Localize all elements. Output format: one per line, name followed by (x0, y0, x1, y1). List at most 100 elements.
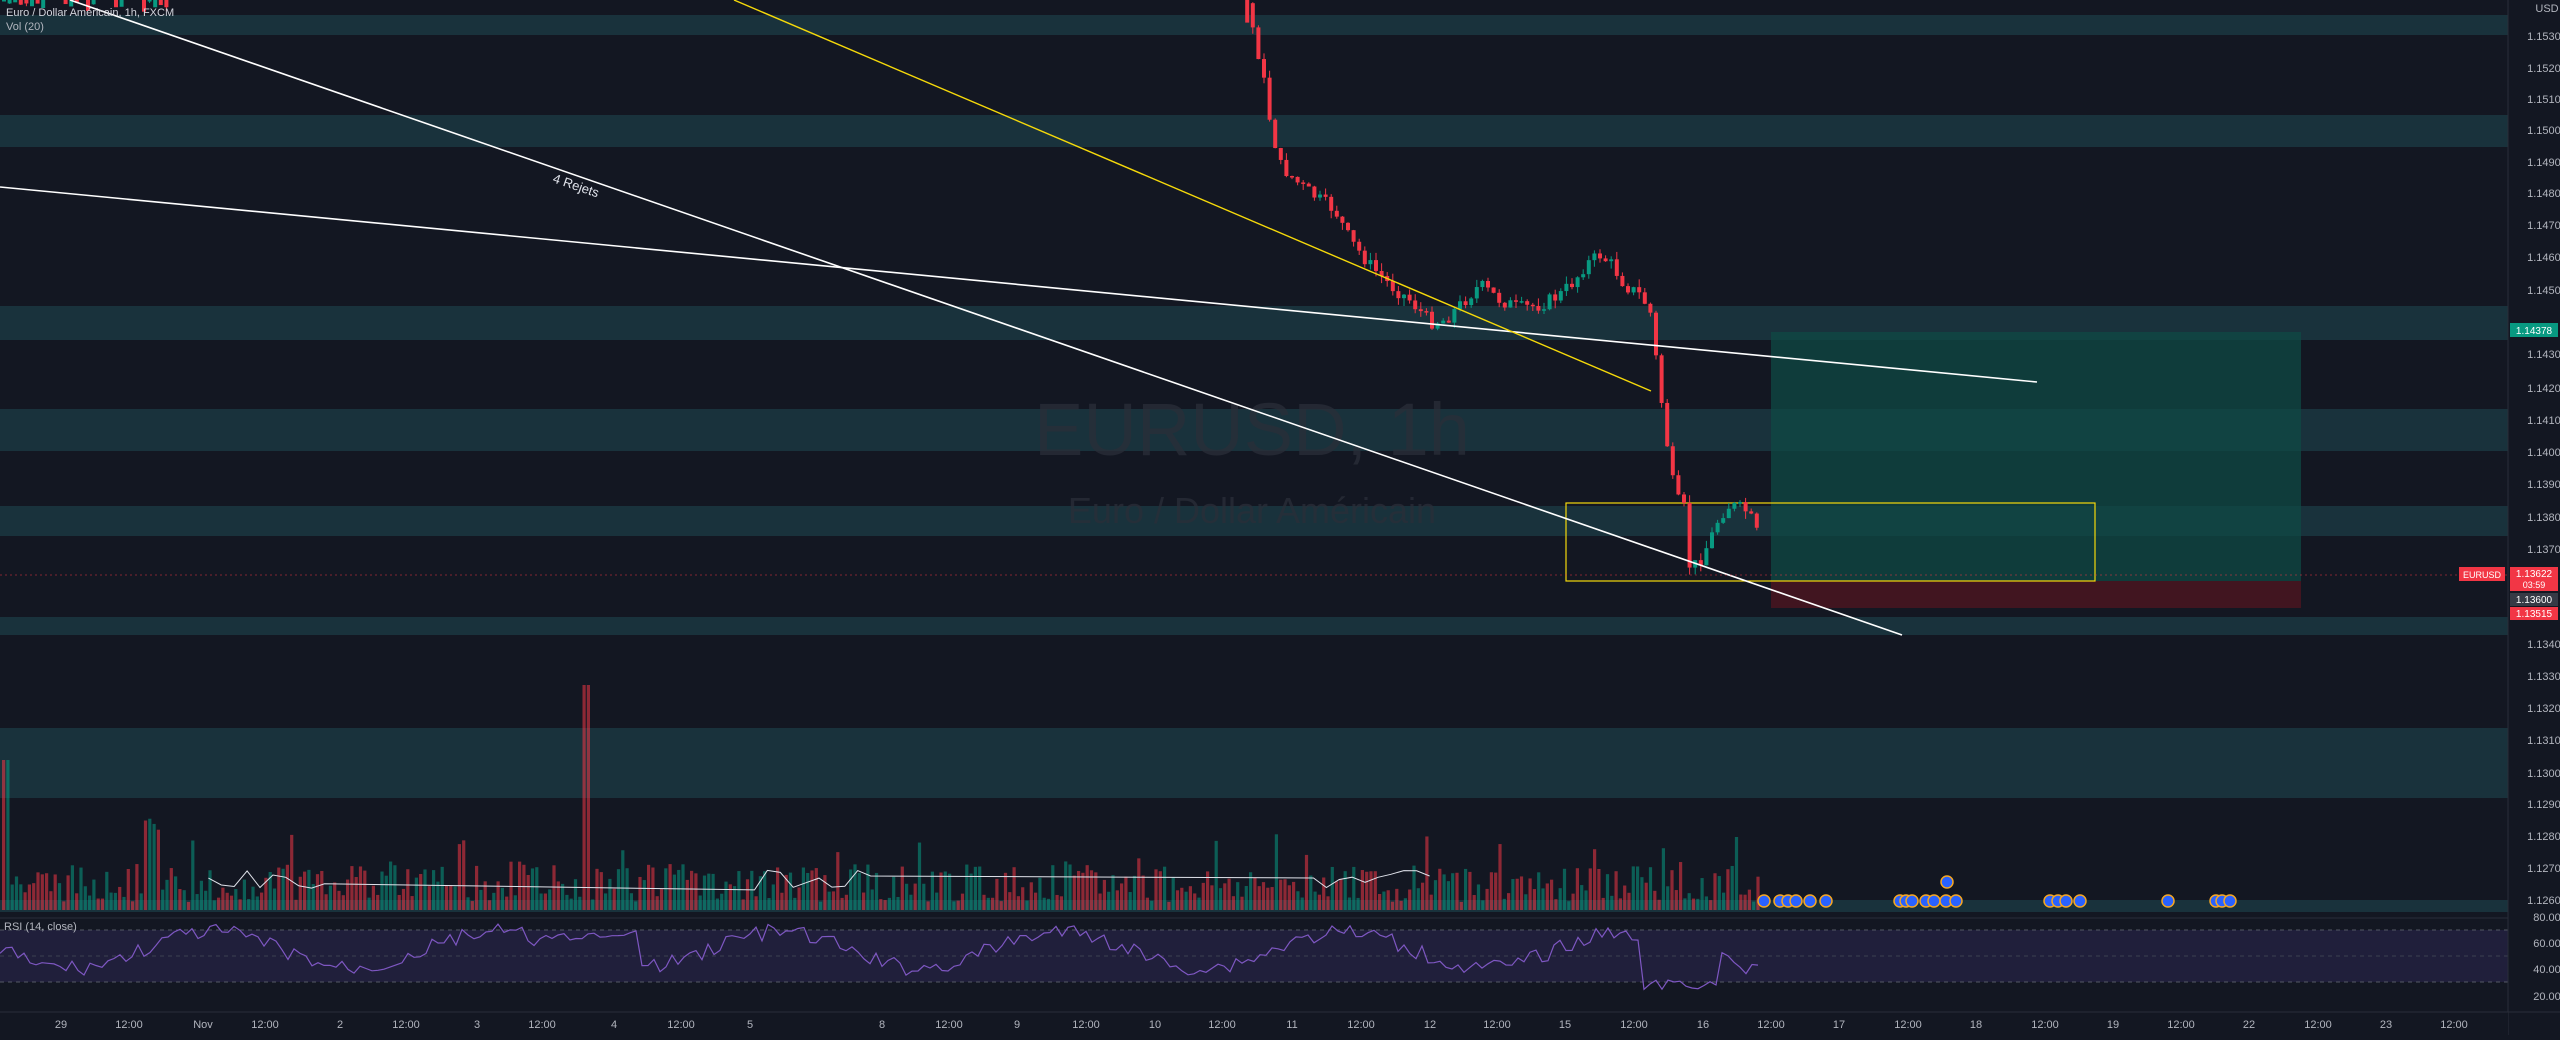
candle-body[interactable] (1726, 508, 1731, 519)
chart-title[interactable]: Euro / Dollar Américain, 1h, FXCM (6, 7, 175, 19)
volume-indicator-label[interactable]: Vol (20) (6, 21, 44, 33)
candle-body[interactable] (1631, 287, 1636, 293)
candle-body[interactable] (1486, 280, 1490, 288)
candle-body[interactable] (1290, 176, 1294, 178)
candle-body[interactable] (1374, 260, 1378, 271)
economic-event-icon[interactable] (2223, 894, 2237, 908)
candles[interactable] (2, 0, 1759, 575)
candle-body[interactable] (158, 0, 163, 6)
economic-event-icon[interactable] (2073, 894, 2087, 908)
candle-body[interactable] (1284, 159, 1289, 177)
economic-event-icon[interactable] (1819, 894, 1833, 908)
candle-body[interactable] (1497, 292, 1502, 303)
candle-body[interactable] (1738, 502, 1742, 504)
consolidation-box[interactable] (1565, 502, 2096, 582)
candle-body[interactable] (153, 0, 158, 8)
zone-1[interactable] (0, 115, 2508, 147)
candle-body[interactable] (1586, 260, 1591, 275)
candle-body[interactable] (1446, 320, 1451, 323)
economic-event-icon[interactable] (1905, 894, 1919, 908)
long-position-stop-zone[interactable] (1771, 581, 2301, 608)
candle-body[interactable] (35, 0, 40, 4)
candle-body[interactable] (1435, 323, 1440, 329)
candle-body[interactable] (1598, 253, 1602, 259)
candle-body[interactable] (1659, 355, 1664, 403)
candle-body[interactable] (1542, 309, 1546, 311)
candle-body[interactable] (63, 0, 68, 5)
candle-body[interactable] (1329, 196, 1334, 211)
candle-body[interactable] (1351, 230, 1356, 242)
candle-body[interactable] (1530, 304, 1535, 307)
economic-event-icon[interactable] (1789, 894, 1803, 908)
candle-body[interactable] (147, 0, 152, 2)
event-markers[interactable] (1757, 875, 2237, 908)
candle-body[interactable] (1665, 402, 1670, 447)
candle-body[interactable] (1743, 502, 1748, 512)
candle-body[interactable] (1687, 502, 1692, 568)
candle-body[interactable] (1357, 241, 1362, 251)
candle-body[interactable] (2, 0, 6, 2)
candle-body[interactable] (1592, 253, 1597, 261)
candle-body[interactable] (1396, 291, 1401, 299)
candle-body[interactable] (1407, 294, 1412, 301)
candle-body[interactable] (1704, 548, 1709, 566)
candle-body[interactable] (1278, 148, 1283, 160)
candle-body[interactable] (1620, 275, 1625, 287)
candle-body[interactable] (1301, 182, 1306, 184)
candle-body[interactable] (1749, 511, 1754, 514)
candle-body[interactable] (7, 0, 12, 4)
candle-body[interactable] (1323, 194, 1328, 197)
candle-body[interactable] (1715, 522, 1720, 533)
candle-body[interactable] (1553, 294, 1558, 301)
economic-event-icon[interactable] (2059, 894, 2073, 908)
candle-body[interactable] (1514, 300, 1518, 302)
descending-trendline-long[interactable] (69, 0, 1903, 636)
candle-body[interactable] (1418, 309, 1423, 312)
candle-body[interactable] (1295, 176, 1300, 183)
candle-body[interactable] (1676, 475, 1681, 495)
candle-body[interactable] (1570, 283, 1574, 288)
candle-body[interactable] (1273, 119, 1278, 149)
candle-body[interactable] (1536, 305, 1541, 311)
economic-event-icon[interactable] (1940, 875, 1954, 889)
economic-event-icon[interactable] (1949, 894, 1963, 908)
candle-body[interactable] (1430, 311, 1434, 329)
economic-event-icon[interactable] (2161, 894, 2175, 908)
economic-event-icon[interactable] (1803, 894, 1817, 908)
candle-body[interactable] (91, 0, 96, 5)
time-axis-background[interactable] (0, 1012, 2508, 1035)
candle-body[interactable] (1648, 303, 1653, 313)
candle-body[interactable] (1250, 3, 1255, 28)
candle-body[interactable] (1262, 59, 1266, 78)
candle-body[interactable] (1682, 494, 1686, 503)
candle-body[interactable] (1654, 312, 1658, 356)
candle-body[interactable] (1558, 291, 1563, 301)
candle-body[interactable] (1754, 513, 1759, 528)
candle-body[interactable] (1698, 560, 1703, 566)
candle-body[interactable] (1312, 186, 1317, 198)
candle-body[interactable] (1441, 320, 1446, 324)
candle-body[interactable] (69, 0, 74, 7)
candle-body[interactable] (1267, 77, 1272, 120)
long-position-target-zone[interactable] (1771, 332, 2301, 581)
candle-body[interactable] (1463, 301, 1468, 306)
candle-body[interactable] (1525, 301, 1530, 305)
candle-body[interactable] (13, 0, 18, 3)
candle-body[interactable] (1390, 281, 1395, 292)
candle-body[interactable] (1603, 258, 1608, 262)
candle-body[interactable] (1670, 446, 1675, 476)
economic-event-icon[interactable] (1927, 894, 1941, 908)
candle-body[interactable] (1609, 259, 1614, 262)
candle-body[interactable] (1318, 194, 1322, 198)
candle-body[interactable] (1491, 287, 1496, 293)
candle-body[interactable] (1340, 216, 1345, 223)
candle-body[interactable] (41, 0, 46, 9)
candle-body[interactable] (1564, 283, 1569, 292)
descending-trendline-flat[interactable] (0, 186, 2038, 383)
candle-body[interactable] (1547, 294, 1552, 310)
price-axis-background[interactable] (2508, 0, 2560, 1035)
rsi-indicator-label[interactable]: RSI (14, close) (4, 921, 77, 933)
zone-5[interactable] (0, 617, 2508, 635)
